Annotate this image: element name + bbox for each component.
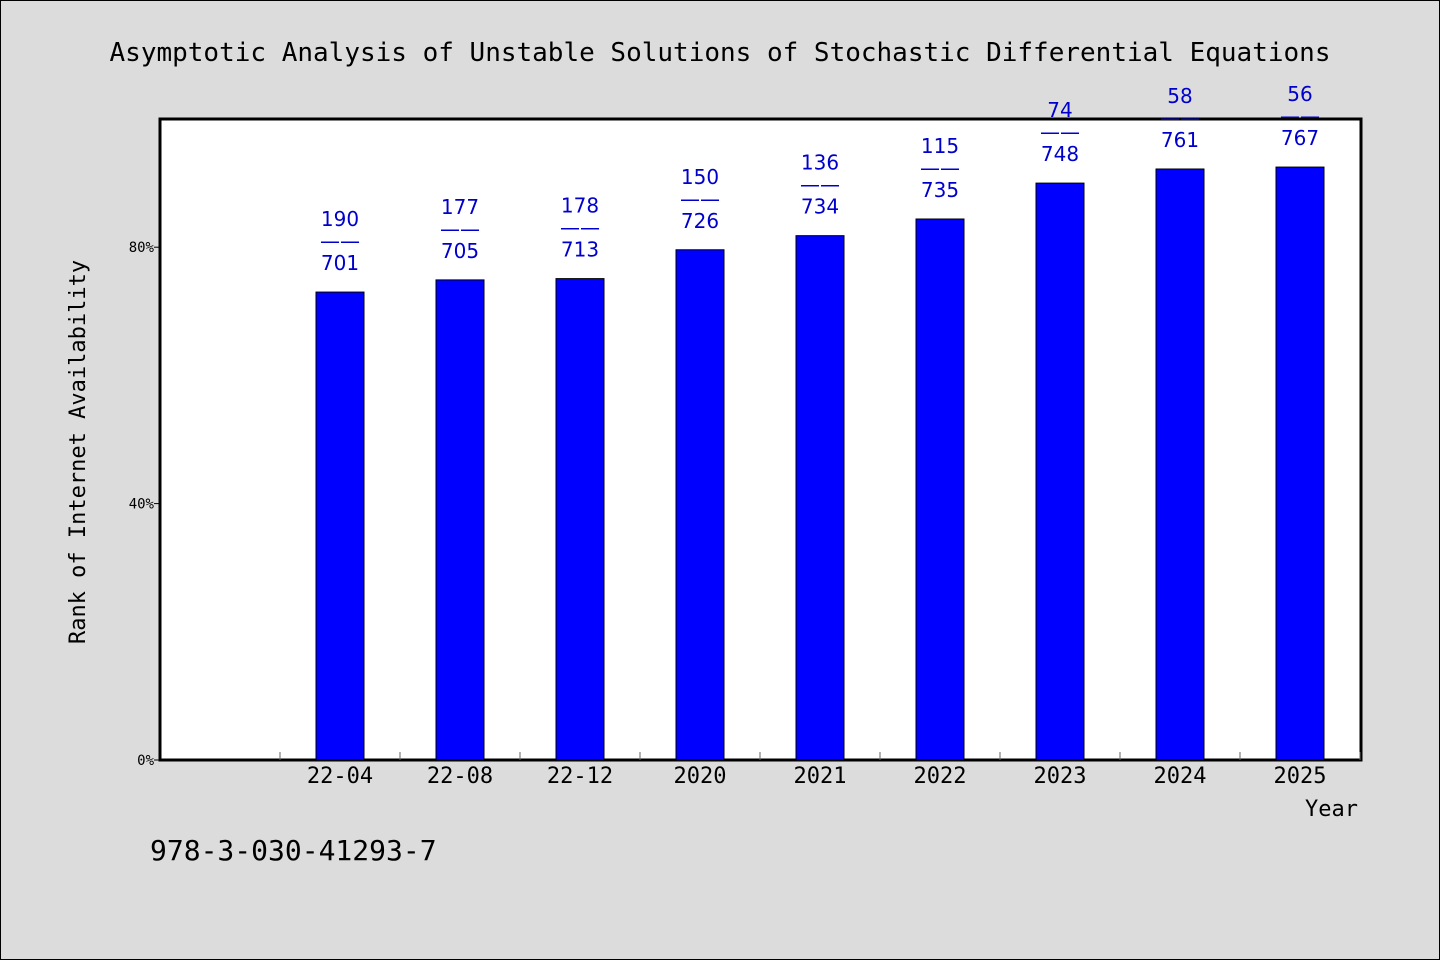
x-tick-label-6: 2023 xyxy=(1034,764,1087,789)
bar-label-bottom-6: 748 xyxy=(1041,142,1079,166)
x-axis: 22-04 22-08 22-12 2020 2021 2022 2023 2024 2025 xyxy=(279,752,1361,789)
bar-label-top-8: 56 xyxy=(1287,82,1312,106)
bar-label-sep-7: —— xyxy=(1160,106,1200,130)
bar-0 xyxy=(315,291,365,761)
bar-label-sep-3: —— xyxy=(680,187,720,211)
bar-label-top-0: 190 xyxy=(321,207,359,231)
bar-label-top-2: 178 xyxy=(561,194,599,218)
x-axis-label: Year xyxy=(1305,797,1358,822)
bar-label-sep-6: —— xyxy=(1040,120,1080,144)
bars-group xyxy=(315,166,1325,761)
bar-label-bottom-3: 726 xyxy=(681,209,719,233)
bar-label-top-3: 150 xyxy=(681,165,719,189)
bar-label-top-7: 58 xyxy=(1167,84,1192,108)
bar-label-bottom-1: 705 xyxy=(441,239,479,263)
chart-title: Asymptotic Analysis of Unstable Solution… xyxy=(110,38,1331,68)
x-tick-label-3: 2020 xyxy=(674,764,727,789)
bar-label-sep-0: —— xyxy=(320,229,360,253)
bar-label-sep-5: —— xyxy=(920,156,960,180)
bar-label-bottom-4: 734 xyxy=(801,195,839,219)
bar-label-sep-4: —— xyxy=(800,173,840,197)
bar-8 xyxy=(1275,166,1325,761)
bar-label-top-6: 74 xyxy=(1047,98,1072,122)
bar-4 xyxy=(795,235,845,761)
bar-label-sep-2: —— xyxy=(560,216,600,240)
x-tick-label-5: 2022 xyxy=(914,764,967,789)
bar-label-bottom-0: 701 xyxy=(321,251,359,275)
bar-label-sep-8: —— xyxy=(1280,104,1320,128)
y-tick-label-1: 40% xyxy=(129,497,155,513)
bar-2 xyxy=(555,278,605,761)
bar-labels-group: 190——701177——705178——713150——726136——734… xyxy=(320,82,1320,275)
x-tick-label-2: 22-12 xyxy=(547,764,613,789)
y-axis: 0% 40% 80% xyxy=(129,240,160,769)
bar-label-top-4: 136 xyxy=(801,151,839,175)
bar-3 xyxy=(675,249,725,761)
isbn-text: 978-3-030-41293-7 xyxy=(150,834,437,867)
x-tick-label-4: 2021 xyxy=(794,764,847,789)
bar-7 xyxy=(1155,168,1205,761)
bar-1 xyxy=(435,279,485,761)
bar-label-top-5: 115 xyxy=(921,134,959,158)
bar-label-bottom-7: 761 xyxy=(1161,128,1199,152)
x-tick-label-1: 22-08 xyxy=(427,764,493,789)
x-tick-label-8: 2025 xyxy=(1274,764,1327,789)
y-tick-label-2: 80% xyxy=(129,240,155,256)
y-tick-label-0: 0% xyxy=(137,753,154,769)
bar-6 xyxy=(1035,182,1085,761)
bar-label-sep-1: —— xyxy=(440,217,480,241)
bar-label-bottom-2: 713 xyxy=(561,238,599,262)
bar-label-bottom-8: 767 xyxy=(1281,126,1319,150)
x-tick-label-7: 2024 xyxy=(1154,764,1207,789)
y-axis-label: Rank of Internet Availability xyxy=(66,260,91,644)
bar-label-top-1: 177 xyxy=(441,195,479,219)
x-tick-label-0: 22-04 xyxy=(307,764,373,789)
bar-5 xyxy=(915,218,965,761)
bar-label-bottom-5: 735 xyxy=(921,178,959,202)
